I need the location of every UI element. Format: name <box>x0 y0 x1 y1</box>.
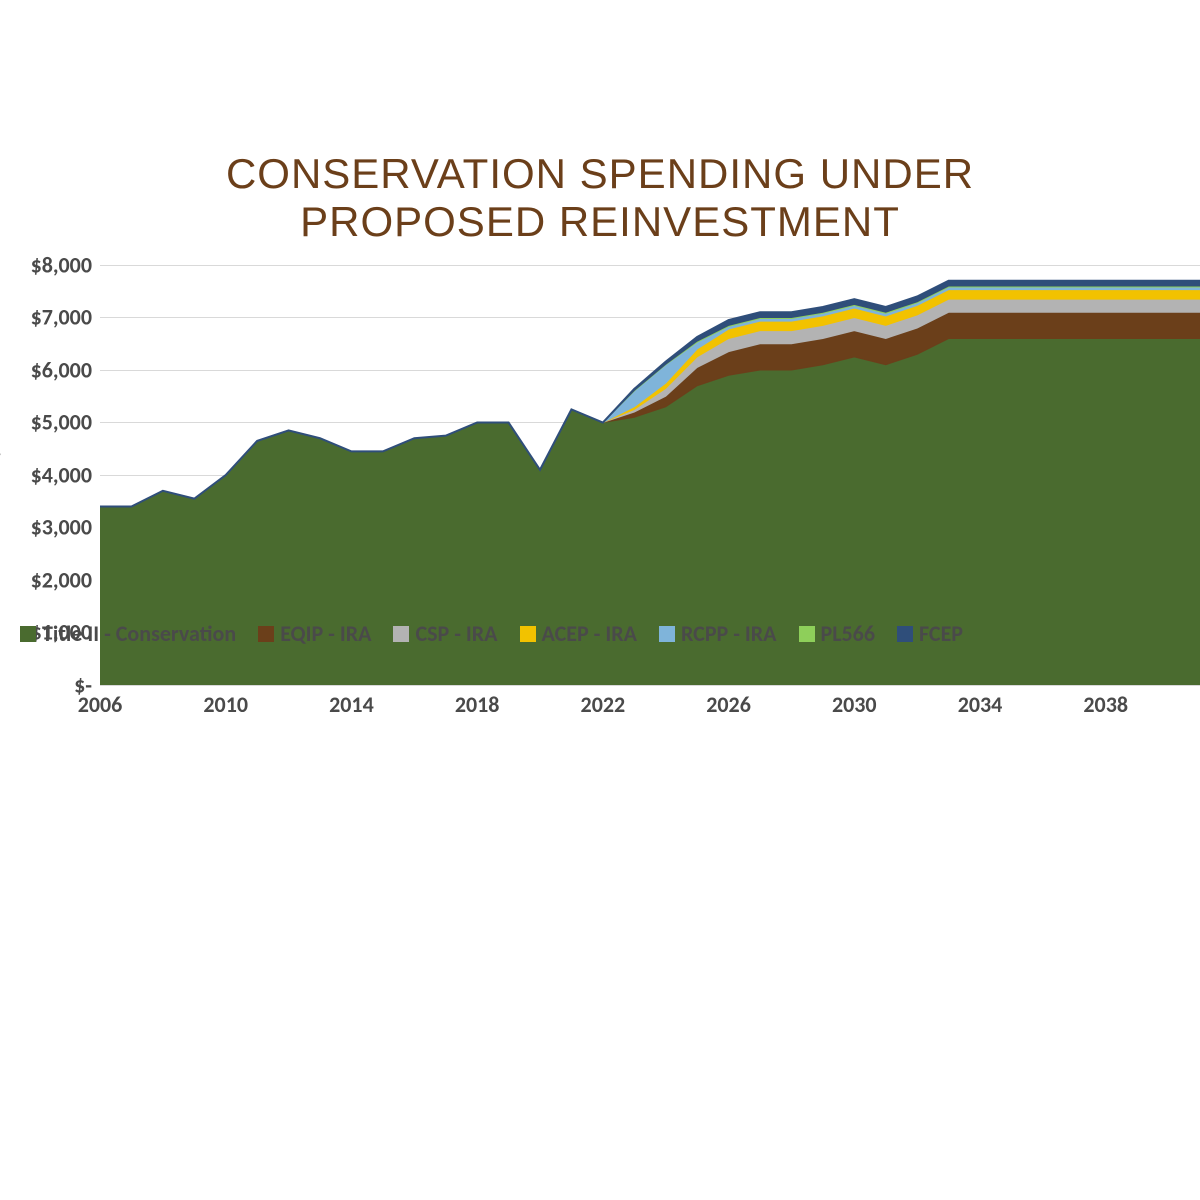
legend-item: ACEP - IRA <box>520 620 637 647</box>
legend-item: CSP - IRA <box>393 620 497 647</box>
legend-swatch <box>393 626 409 642</box>
y-tick-label: $3,000 <box>31 514 92 541</box>
legend-item: Title II - Conservation <box>20 620 236 647</box>
chart-title: CONSERVATION SPENDING UNDER PROPOSED REI… <box>0 150 1200 247</box>
y-tick-label: $7,000 <box>31 304 92 331</box>
title-line-1: CONSERVATION SPENDING UNDER <box>226 150 974 197</box>
legend-item: EQIP - IRA <box>258 620 371 647</box>
x-tick-label: 2006 <box>78 691 123 718</box>
legend-label: FCEP <box>919 620 963 647</box>
x-tick-label: 2038 <box>1083 691 1128 718</box>
legend-item: PL566 <box>799 620 875 647</box>
x-tick-label: 2026 <box>706 691 751 718</box>
conservation-spending-chart: CONSERVATION SPENDING UNDER PROPOSED REI… <box>0 150 1200 685</box>
x-axis: 200620102014201820222026203020342038 <box>100 685 1200 725</box>
x-tick-label: 2034 <box>958 691 1003 718</box>
legend-swatch <box>520 626 536 642</box>
legend-label: Title II - Conservation <box>42 620 236 647</box>
legend-swatch <box>20 626 36 642</box>
y-tick-label: $6,000 <box>31 356 92 383</box>
legend-label: ACEP - IRA <box>542 620 637 647</box>
legend-label: PL566 <box>821 620 875 647</box>
legend-item: FCEP <box>897 620 963 647</box>
y-tick-label: $2,000 <box>31 566 92 593</box>
x-tick-label: 2022 <box>581 691 626 718</box>
x-tick-label: 2030 <box>832 691 877 718</box>
legend: Title II - Conservation EQIP - IRA CSP - I… <box>0 620 1200 647</box>
x-tick-label: 2014 <box>329 691 374 718</box>
legend-label: RCPP - IRA <box>681 620 777 647</box>
y-tick-label: $4,000 <box>31 461 92 488</box>
legend-label: EQIP - IRA <box>280 620 371 647</box>
x-tick-label: 2010 <box>203 691 248 718</box>
legend-label: CSP - IRA <box>415 620 497 647</box>
legend-swatch <box>659 626 675 642</box>
x-tick-label: 2018 <box>455 691 500 718</box>
legend-swatch <box>897 626 913 642</box>
y-tick-label: $5,000 <box>31 409 92 436</box>
legend-swatch <box>258 626 274 642</box>
legend-item: RCPP - IRA <box>659 620 777 647</box>
y-tick-label: $8,000 <box>31 251 92 278</box>
legend-swatch <box>799 626 815 642</box>
title-line-2: PROPOSED REINVESTMENT <box>300 198 900 245</box>
